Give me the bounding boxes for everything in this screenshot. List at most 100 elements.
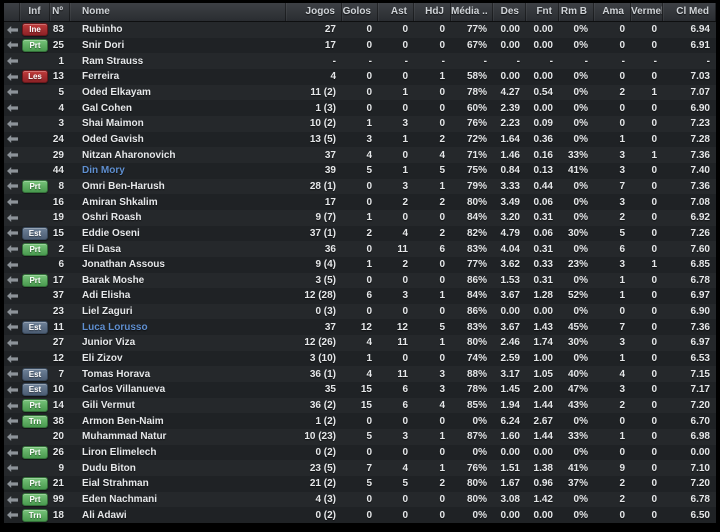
player-name[interactable]: Gal Cohen xyxy=(82,102,133,114)
table-row[interactable]: 29 Nitzan Aharonovich 37 4 0 4 71% 1.46 0.16 33% 3… xyxy=(4,147,716,163)
player-name[interactable]: Nitzan Aharonovich xyxy=(82,149,176,161)
table-row[interactable]: Prt 99 Eden Nachmani 4 (3) 0 0 0 80% 3.08 1.42 0% 2… xyxy=(4,491,716,508)
column-header-nome[interactable]: Nome xyxy=(70,3,286,21)
player-name[interactable]: Oded Elkayam xyxy=(82,86,151,98)
row-action-arrow-icon[interactable] xyxy=(4,495,20,504)
table-row[interactable]: Est 7 Tomas Horava 36 (1) 4 11 3 88% 3.17 1.05 40%… xyxy=(4,366,716,383)
table-row[interactable]: 6 Jonathan Assous 9 (4) 1 2 0 77% 3.62 0.33 23% 3 1… xyxy=(4,256,716,273)
table-row[interactable]: Prt 8 Omri Ben-Harush 28 (1) 0 3 1 79% 3.33 0.44 0… xyxy=(4,178,716,195)
player-name[interactable]: Din Mory xyxy=(82,165,125,177)
player-name[interactable]: Eli Zizov xyxy=(82,353,123,365)
player-name[interactable]: Eddie Oseni xyxy=(82,227,140,239)
table-row[interactable]: Est 15 Eddie Oseni 37 (1) 2 4 2 82% 4.79 0.06 30% 5… xyxy=(4,225,716,242)
table-row[interactable]: 12 Eli Zizov 3 (10) 1 0 0 74% 2.59 1.00 0% 1 0 6.53 xyxy=(4,350,716,367)
player-name[interactable]: Liron Elimelech xyxy=(82,447,157,459)
row-action-arrow-icon[interactable] xyxy=(4,448,20,457)
row-action-arrow-icon[interactable] xyxy=(4,229,20,238)
table-row[interactable]: 24 Oded Gavish 13 (5) 3 1 2 72% 1.64 0.36 0% 1 0 7.2… xyxy=(4,131,716,148)
player-name[interactable]: Armon Ben-Naim xyxy=(82,415,164,427)
row-action-arrow-icon[interactable] xyxy=(4,198,20,207)
row-action-arrow-icon[interactable] xyxy=(4,338,20,347)
column-header-jogos[interactable]: Jogos xyxy=(286,3,342,21)
row-action-arrow-icon[interactable] xyxy=(4,511,20,520)
player-name[interactable]: Jonathan Assous xyxy=(82,259,165,271)
row-action-arrow-icon[interactable] xyxy=(4,260,20,269)
row-action-arrow-icon[interactable] xyxy=(4,307,20,316)
column-header-inf[interactable]: Inf xyxy=(20,3,50,21)
row-action-arrow-icon[interactable] xyxy=(4,119,20,128)
table-row[interactable]: Prt 25 Snir Dori 17 0 0 0 67% 0.00 0.00 0% 0 0 6.91 xyxy=(4,37,716,54)
player-name[interactable]: Gili Vermut xyxy=(82,400,135,412)
player-name[interactable]: Muhammad Natur xyxy=(82,431,167,443)
table-row[interactable]: 23 Liel Zaguri 0 (3) 0 0 0 86% 0.00 0.00 0% 0 0 6.90 xyxy=(4,303,716,320)
player-name[interactable]: Eli Dasa xyxy=(82,243,121,255)
table-row[interactable]: Prt 17 Barak Moshe 3 (5) 0 0 0 86% 1.53 0.31 0% 1 0 6… xyxy=(4,272,716,289)
player-name[interactable]: Eden Nachmani xyxy=(82,494,158,506)
column-header-hdj[interactable]: HdJ xyxy=(414,3,451,21)
table-row[interactable]: 5 Oded Elkayam 11 (2) 0 1 0 78% 4.27 0.54 0% 2 1 7.0… xyxy=(4,84,716,101)
row-action-arrow-icon[interactable] xyxy=(4,182,20,191)
row-action-arrow-icon[interactable] xyxy=(4,57,20,66)
row-action-arrow-icon[interactable] xyxy=(4,276,20,285)
player-name[interactable]: Liel Zaguri xyxy=(82,306,133,318)
row-action-arrow-icon[interactable] xyxy=(4,151,20,160)
player-name[interactable]: Snir Dori xyxy=(82,39,125,51)
player-name[interactable]: Dudu Biton xyxy=(82,462,136,474)
table-row[interactable]: Trn 18 Ali Adawi 0 (2) 0 0 0 0% 0.00 0.00 0% 0 0 6.50 xyxy=(4,507,716,523)
table-row[interactable]: 19 Oshri Roash 9 (7) 1 0 0 84% 3.20 0.31 0% 2 0 6.92 xyxy=(4,209,716,226)
row-action-arrow-icon[interactable] xyxy=(4,401,20,410)
player-name[interactable]: Oded Gavish xyxy=(82,133,144,145)
row-action-arrow-icon[interactable] xyxy=(4,25,20,34)
player-name[interactable]: Luca Lorusso xyxy=(82,321,148,333)
table-row[interactable]: 44 Din Mory 39 5 1 5 75% 0.84 0.13 41% 3 0 7.40 xyxy=(4,162,716,179)
table-row[interactable]: Est 11 Luca Lorusso 37 12 12 5 83% 3.67 1.43 45% 7 0… xyxy=(4,319,716,336)
table-row[interactable]: 27 Junior Viza 12 (26) 4 11 1 80% 2.46 1.74 30% 3 0… xyxy=(4,335,716,351)
table-row[interactable]: Trn 38 Armon Ben-Naim 1 (2) 0 0 0 0% 6.24 2.67 0% 0… xyxy=(4,413,716,430)
row-action-arrow-icon[interactable] xyxy=(4,464,20,473)
player-name[interactable]: Tomas Horava xyxy=(82,368,151,380)
player-name[interactable]: Amiran Shkalim xyxy=(82,196,158,208)
table-row[interactable]: Prt 26 Liron Elimelech 0 (2) 0 0 0 0% 0.00 0.00 0%… xyxy=(4,444,716,461)
row-action-arrow-icon[interactable] xyxy=(4,245,20,254)
column-header-des[interactable]: Des xyxy=(493,3,526,21)
player-name[interactable]: Oshri Roash xyxy=(82,212,142,224)
player-name[interactable]: Ram Strauss xyxy=(82,55,144,67)
player-name[interactable]: Rubinho xyxy=(82,24,123,36)
column-header-ama[interactable]: Ama xyxy=(594,3,631,21)
player-name[interactable]: Barak Moshe xyxy=(82,274,145,286)
row-action-arrow-icon[interactable] xyxy=(4,104,20,113)
table-row[interactable]: Les 13 Ferreira 4 0 0 1 58% 0.00 0.00 0% 0 0 7.03 xyxy=(4,68,716,85)
column-header-rmb[interactable]: Rm B xyxy=(559,3,594,21)
row-action-arrow-icon[interactable] xyxy=(4,385,20,394)
player-name[interactable]: Adi Elisha xyxy=(82,290,131,302)
column-header-media[interactable]: Média .. xyxy=(451,3,493,21)
table-row[interactable]: 4 Gal Cohen 1 (3) 0 0 0 60% 2.39 0.00 0% 0 0 6.90 xyxy=(4,100,716,116)
table-row[interactable]: 3 Shai Maimon 10 (2) 1 3 0 76% 2.23 0.09 0% 0 0 7.23 xyxy=(4,115,716,132)
player-name[interactable]: Ferreira xyxy=(82,71,120,83)
player-name[interactable]: Ali Adawi xyxy=(82,509,127,521)
row-action-arrow-icon[interactable] xyxy=(4,323,20,332)
row-action-arrow-icon[interactable] xyxy=(4,213,20,222)
table-row[interactable]: Prt 2 Eli Dasa 36 0 11 6 83% 4.04 0.31 0% 6 0 7.60 xyxy=(4,241,716,257)
row-action-arrow-icon[interactable] xyxy=(4,72,20,81)
player-name[interactable]: Shai Maimon xyxy=(82,118,144,130)
table-row[interactable]: 37 Adi Elisha 12 (28) 6 3 1 84% 3.67 1.28 52% 1 0 6.… xyxy=(4,288,716,304)
player-name[interactable]: Carlos Villanueva xyxy=(82,384,166,396)
row-action-arrow-icon[interactable] xyxy=(4,417,20,426)
row-action-arrow-icon[interactable] xyxy=(4,354,20,363)
column-header-golos[interactable]: Golos xyxy=(342,3,378,21)
table-row[interactable]: Ine 83 Rubinho 27 0 0 0 77% 0.00 0.00 0% 0 0 6.94 xyxy=(4,22,716,38)
row-action-arrow-icon[interactable] xyxy=(4,135,20,144)
column-header-fnt[interactable]: Fnt xyxy=(526,3,559,21)
table-row[interactable]: 1 Ram Strauss - - - - - - - - - - - xyxy=(4,53,716,69)
table-row[interactable]: 20 Muhammad Natur 10 (23) 5 3 1 87% 1.60 1.44 33%… xyxy=(4,429,716,445)
table-row[interactable]: Prt 21 Eial Strahman 21 (2) 5 5 2 80% 1.67 0.96 37… xyxy=(4,476,716,492)
table-row[interactable]: 16 Amiran Shkalim 17 0 2 2 80% 3.49 0.06 0% 3 0 7.08 xyxy=(4,194,716,210)
row-action-arrow-icon[interactable] xyxy=(4,479,20,488)
column-header-ast[interactable]: Ast xyxy=(378,3,414,21)
row-action-arrow-icon[interactable] xyxy=(4,88,20,97)
table-row[interactable]: Est 10 Carlos Villanueva 35 15 6 3 78% 1.45 2.00 4… xyxy=(4,382,716,398)
table-row[interactable]: Prt 14 Gili Vermut 36 (2) 15 6 4 85% 1.94 1.44 43%… xyxy=(4,397,716,414)
row-action-arrow-icon[interactable] xyxy=(4,291,20,300)
row-action-arrow-icon[interactable] xyxy=(4,432,20,441)
